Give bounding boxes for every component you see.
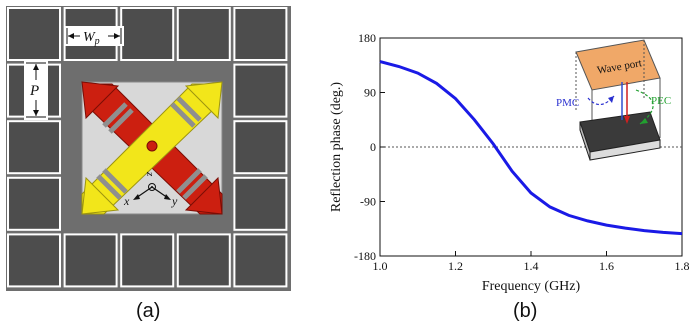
- pmc-label: PMC: [556, 97, 579, 109]
- patch-grid: [7, 7, 288, 288]
- caption-a: (a): [136, 300, 161, 322]
- x-tick-label: 1.6: [599, 259, 614, 273]
- pmc-arrow-head: [608, 96, 614, 103]
- caption-b: (b): [513, 300, 538, 322]
- pec-arrow-head: [640, 118, 648, 124]
- red-arrow-head-bottom: [184, 176, 223, 215]
- y-tick-label: 180: [358, 31, 376, 45]
- center-unit-cell: x y z: [81, 81, 223, 215]
- x-tick-label: 1.0: [373, 259, 388, 273]
- metal-patch: [120, 233, 175, 288]
- metal-patch: [233, 63, 288, 118]
- x-tick-label: 1.2: [448, 259, 463, 273]
- dimension-wp: Wp: [64, 26, 124, 47]
- x-axis-label: Frequency (GHz): [482, 279, 581, 294]
- feed-point: [146, 140, 158, 152]
- red-arrow-head-top: [81, 81, 120, 120]
- metal-patch: [63, 233, 118, 288]
- metal-patch: [7, 233, 61, 288]
- substrate-side: [579, 121, 591, 161]
- panel-b-reflection-phase-chart: 180 90 0 -90 -180 1.0 1.2 1.4 1.6 1.8 Frequency …: [329, 31, 689, 294]
- yellow-arrow-head-top: [184, 81, 223, 120]
- y-tick-label: 90: [364, 86, 376, 100]
- x-tick-label: 1.4: [524, 259, 539, 273]
- lumped-elements: [96, 96, 208, 200]
- metal-patch: [7, 176, 61, 231]
- x-tick-label: 1.8: [675, 259, 689, 273]
- axis-label-x: x: [123, 194, 130, 208]
- metal-patch: [233, 233, 288, 288]
- metal-patch: [233, 7, 288, 61]
- y-ticks: 180 90 0 -90 -180: [354, 31, 385, 263]
- panel-a-metasurface-layout: x y z Wp P: [6, 6, 291, 291]
- dimension-wp-label: Wp: [83, 30, 100, 47]
- x-ticks: 1.0 1.2 1.4 1.6 1.8: [373, 251, 689, 273]
- metal-patch: [7, 7, 61, 61]
- metal-patch: [176, 7, 231, 61]
- wave-arrow-head: [624, 116, 630, 124]
- y-axis-label: Reflection phase (deg.): [329, 82, 344, 213]
- y-tick-label: -180: [354, 249, 376, 263]
- pec-label: PEC: [651, 95, 671, 107]
- inset-simulation-setup: Wave port PMC PEC: [556, 39, 671, 161]
- coordinate-axes: x y z: [123, 171, 178, 208]
- metal-patch: [233, 120, 288, 175]
- y-tick-label: -90: [360, 195, 376, 209]
- metal-patch: [176, 233, 231, 288]
- y-tick-label: 0: [370, 140, 376, 154]
- yellow-arrow-head-bottom: [81, 176, 120, 215]
- dimension-p-label: P: [29, 83, 39, 99]
- reflection-phase-curve: [379, 60, 683, 236]
- dimension-p: P: [24, 60, 48, 120]
- feed-ring: [137, 131, 167, 161]
- axis-label-z: z: [144, 171, 156, 177]
- metal-patch: [7, 120, 61, 175]
- metal-patch: [120, 7, 175, 61]
- metal-patch: [233, 176, 288, 231]
- axis-label-y: y: [171, 194, 178, 208]
